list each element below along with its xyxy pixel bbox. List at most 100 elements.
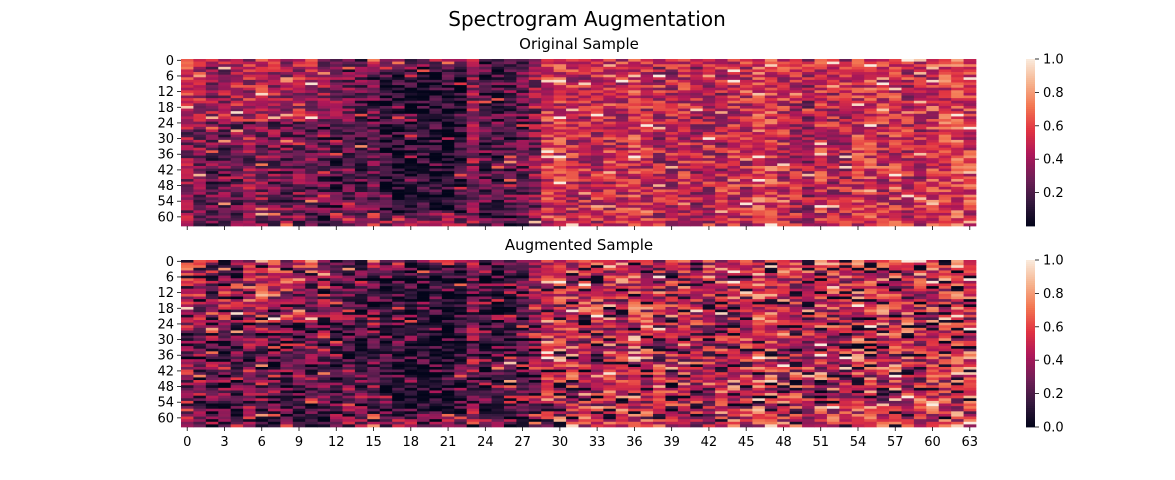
heatmap-cell	[267, 108, 281, 112]
heatmap-cell	[292, 92, 306, 96]
heatmap-cell	[516, 61, 530, 65]
heatmap-cell	[292, 121, 306, 125]
heatmap-cell	[305, 207, 318, 211]
heatmap-cell	[354, 189, 368, 193]
heatmap-cell	[354, 150, 368, 154]
heatmap-cell	[392, 202, 405, 206]
heatmap-cell	[243, 82, 256, 86]
heatmap-cell	[392, 98, 405, 102]
heatmap-cell	[503, 158, 517, 162]
heatmap-cell	[181, 207, 194, 211]
heatmap-cell	[653, 283, 666, 287]
heatmap-cell	[752, 105, 766, 109]
colorbar-segment	[1026, 148, 1035, 152]
heatmap-cell	[702, 64, 716, 68]
heatmap-cell	[913, 98, 927, 102]
heatmap-cell	[590, 184, 604, 188]
heatmap-cell	[404, 262, 418, 266]
heatmap-cell	[243, 260, 256, 263]
heatmap-cell	[392, 155, 405, 159]
heatmap-cell	[628, 69, 641, 73]
heatmap-cell	[653, 145, 666, 149]
heatmap-cell	[802, 100, 815, 104]
heatmap-cell	[715, 179, 728, 182]
heatmap-cell	[503, 137, 517, 141]
heatmap-cell	[901, 199, 915, 203]
colorbar-segment	[1026, 121, 1035, 125]
heatmap-cell	[677, 66, 691, 70]
heatmap-cell	[454, 197, 468, 201]
heatmap-cell	[342, 275, 356, 279]
heatmap-cell	[181, 260, 194, 263]
heatmap-cell	[963, 218, 977, 222]
heatmap-cell	[528, 275, 542, 279]
heatmap-cell	[938, 124, 952, 128]
heatmap-cell	[267, 189, 281, 193]
heatmap-cell	[267, 215, 281, 219]
heatmap-cell	[230, 218, 244, 222]
heatmap-cell	[255, 100, 269, 104]
heatmap-cell	[479, 207, 492, 211]
heatmap-cell	[628, 150, 641, 154]
heatmap-cell	[417, 189, 430, 193]
heatmap-cell	[255, 98, 269, 102]
heatmap-cell	[702, 184, 716, 188]
heatmap-cell	[578, 173, 592, 177]
heatmap-cell	[702, 74, 716, 78]
heatmap-cell	[615, 100, 629, 104]
heatmap-cell	[566, 173, 579, 177]
heatmap-cell	[317, 168, 331, 172]
heatmap-cell	[578, 262, 592, 266]
heatmap-cell	[417, 212, 430, 216]
heatmap-cell	[777, 189, 791, 193]
y-tick-label: 42	[157, 163, 174, 178]
heatmap-cell	[354, 165, 368, 169]
heatmap-cell	[528, 79, 542, 83]
heatmap-cell	[864, 202, 877, 206]
heatmap-cell	[292, 171, 306, 175]
heatmap-cell	[777, 134, 791, 138]
heatmap-cell	[665, 116, 679, 120]
heatmap-cell	[889, 61, 902, 65]
heatmap-cell	[181, 163, 194, 167]
heatmap-cell	[466, 85, 480, 89]
heatmap-cell	[267, 69, 281, 73]
heatmap-cell	[280, 288, 294, 292]
heatmap-cell	[690, 116, 704, 120]
heatmap-cell	[429, 199, 443, 203]
heatmap-cell	[777, 155, 791, 159]
heatmap-cell	[181, 223, 194, 227]
heatmap-cell	[901, 74, 915, 78]
heatmap-cell	[739, 173, 753, 177]
heatmap-cell	[764, 85, 778, 89]
heatmap-cell	[367, 142, 381, 146]
heatmap-cell	[330, 152, 343, 156]
heatmap-cell	[777, 260, 791, 263]
heatmap-cell	[516, 210, 530, 214]
heatmap-cell	[802, 152, 815, 156]
heatmap-cell	[913, 155, 927, 159]
heatmap-cell	[653, 124, 666, 128]
heatmap-cell	[938, 181, 952, 185]
heatmap-cell	[466, 126, 480, 130]
heatmap-cell	[330, 197, 343, 201]
heatmap-cell	[926, 189, 940, 193]
heatmap-cell	[466, 142, 480, 146]
heatmap-cell	[739, 64, 753, 68]
heatmap-cell	[230, 126, 244, 130]
heatmap-cell	[764, 215, 778, 219]
heatmap-cell	[205, 87, 219, 91]
heatmap-cell	[690, 132, 704, 136]
heatmap-cell	[255, 176, 269, 180]
heatmap-cell	[665, 207, 679, 211]
heatmap-cell	[541, 215, 554, 219]
heatmap-cell	[913, 267, 927, 271]
heatmap-cell	[938, 168, 952, 172]
heatmap-cell	[653, 173, 666, 177]
heatmap-cell	[330, 265, 343, 269]
heatmap-cell	[342, 85, 356, 89]
heatmap-cell	[528, 61, 542, 65]
heatmap-cell	[541, 179, 554, 182]
heatmap-cell	[628, 165, 641, 169]
heatmap-cell	[603, 286, 617, 290]
